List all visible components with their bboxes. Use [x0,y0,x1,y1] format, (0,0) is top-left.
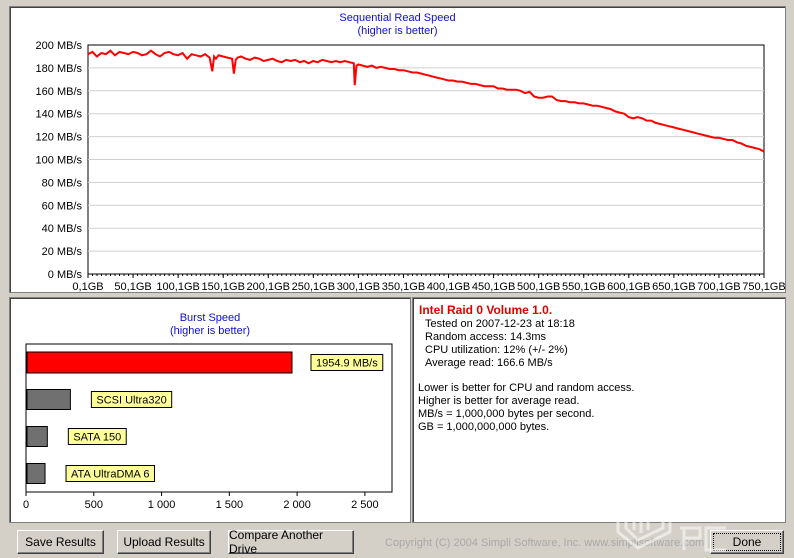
seq-y-tick-label: 60 MB/s [42,200,83,212]
burst-label-box [67,428,127,445]
burst-bar [26,351,293,374]
seq-y-tick-label: 180 MB/s [36,63,83,75]
seq-y-tick-label: 140 MB/s [36,109,83,121]
seq-x-tick-label: 0,1GB [72,281,103,292]
seq-y-tick-label: 100 MB/s [36,155,83,167]
note-average: Higher is better for average read. [418,395,580,407]
burst-chart-subtitle: (higher is better) [169,325,251,337]
seq-chart-title: Sequential Read Speed [339,12,456,24]
burst-x-tick-label: 2 500 [351,499,379,511]
average-read: Average read: 166.6 MB/s [425,357,553,369]
seq-x-tick-label: 700,1GB [697,281,740,292]
compare-drive-button[interactable]: Compare Another Drive [228,528,354,556]
burst-speed-panel: Burst Speed (higher is better) 0 500 1 000… [9,297,411,523]
seq-x-tick-label: 450,1GB [472,281,515,292]
cpu-utilization: CPU utilization: 12% (+/- 2%) [425,344,568,356]
burst-bar [26,426,48,447]
burst-label-box [65,465,155,482]
burst-x-tick-label: 1 000 [148,499,176,511]
seq-x-tick-label: 150,1GB [201,281,244,292]
seq-x-tick-label: 400,1GB [427,281,470,292]
seq-x-tick-label: 350,1GB [382,281,425,292]
seq-y-tick-label: 200 MB/s [36,40,83,52]
seq-y-tick-label: 40 MB/s [42,223,83,235]
seq-x-tick-label: 500,1GB [517,281,560,292]
burst-bar-label: SATA 150 [73,432,121,444]
drive-info-panel: Intel Raid 0 Volume 1.0. Tested on 2007-… [412,297,786,523]
random-access: Random access: 14.3ms [425,331,547,343]
seq-x-tick-label: 550,1GB [562,281,605,292]
burst-x-tick-label: 500 [85,499,103,511]
save-results-button[interactable]: Save Results [17,530,104,554]
burst-label-box [310,354,384,371]
note-mbps: MB/s = 1,000,000 bytes per second. [418,408,595,420]
seq-x-tick-label: 50,1GB [114,281,151,292]
seq-chart-svg: 0 MB/s 20 MB/s 40 MB/s 60 MB/s 80 MB/s 100 MB… [36,40,786,293]
burst-chart-title: Burst Speed [179,312,241,324]
seq-x-tick-label: 650,1GB [652,281,695,292]
burst-bar [26,389,71,410]
burst-bar-label: 1954.9 MB/s [316,358,378,370]
seq-x-tick-label: 250,1GB [292,281,335,292]
upload-results-button[interactable]: Upload Results [117,530,211,554]
tested-date: Tested on 2007-12-23 at 18:18 [425,318,575,330]
burst-bar [26,463,46,484]
burst-bar-label: SCSI Ultra320 [96,395,166,407]
seq-x-tick-label: 100,1GB [156,281,199,292]
seq-y-tick-label: 0 MB/s [48,269,83,281]
seq-series-line [87,49,765,153]
burst-x-tick-label: 2 000 [283,499,311,511]
burst-x-tick-label: 1 500 [216,499,244,511]
seq-y-tick-label: 20 MB/s [42,246,83,258]
seq-x-tick-label: 750,1GB [742,281,785,292]
copyright-text: Copyright (C) 2004 Simpli Software, Inc.… [385,537,705,549]
seq-y-tick-label: 160 MB/s [36,86,83,98]
purepc-logo [616,476,768,552]
seq-x-tick-label: 600,1GB [607,281,650,292]
seq-chart-subtitle: (higher is better) [357,25,438,37]
seq-x-tick-label: 200,1GB [247,281,290,292]
burst-label-box [90,391,173,408]
note-cpu: Lower is better for CPU and random acces… [418,382,635,394]
seq-y-tick-label: 120 MB/s [36,132,83,144]
seq-y-tick-label: 80 MB/s [42,177,83,189]
note-gb: GB = 1,000,000,000 bytes. [418,421,550,433]
burst-chart-svg: 0 500 1 000 1 500 2 000 2 500 1954.9 MB/s SCSI … [23,343,393,511]
burst-bar-label: ATA UltraDMA 6 [71,469,149,481]
sequential-read-panel: Sequential Read Speed (higher is better)… [9,6,786,293]
seq-x-tick-label: 300,1GB [337,281,380,292]
burst-x-tick-label: 0 [23,499,29,511]
drive-name: Intel Raid 0 Volume 1.0. [419,303,553,317]
